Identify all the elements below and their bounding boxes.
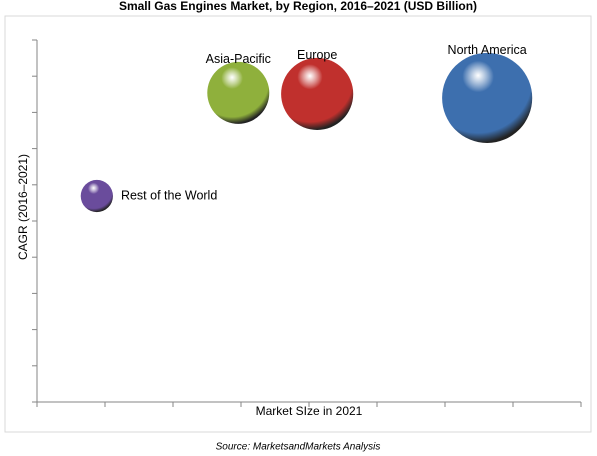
- bubble: [207, 61, 270, 124]
- bubble: [80, 179, 113, 213]
- bubble-label: Asia-Pacific: [206, 52, 271, 66]
- x-axis-title: Market SIze in 2021: [256, 404, 363, 418]
- bubble-label: Rest of the World: [121, 188, 217, 202]
- bubble: [442, 52, 533, 143]
- bubble: [281, 57, 354, 130]
- bubble-label: Europe: [297, 48, 337, 62]
- chart-title: Small Gas Engines Market, by Region, 201…: [119, 0, 477, 13]
- bubble-label: North America: [448, 43, 527, 57]
- y-axis-title: CAGR (2016–2021): [16, 154, 30, 260]
- source-note: Source: MarketsandMarkets Analysis: [216, 442, 381, 453]
